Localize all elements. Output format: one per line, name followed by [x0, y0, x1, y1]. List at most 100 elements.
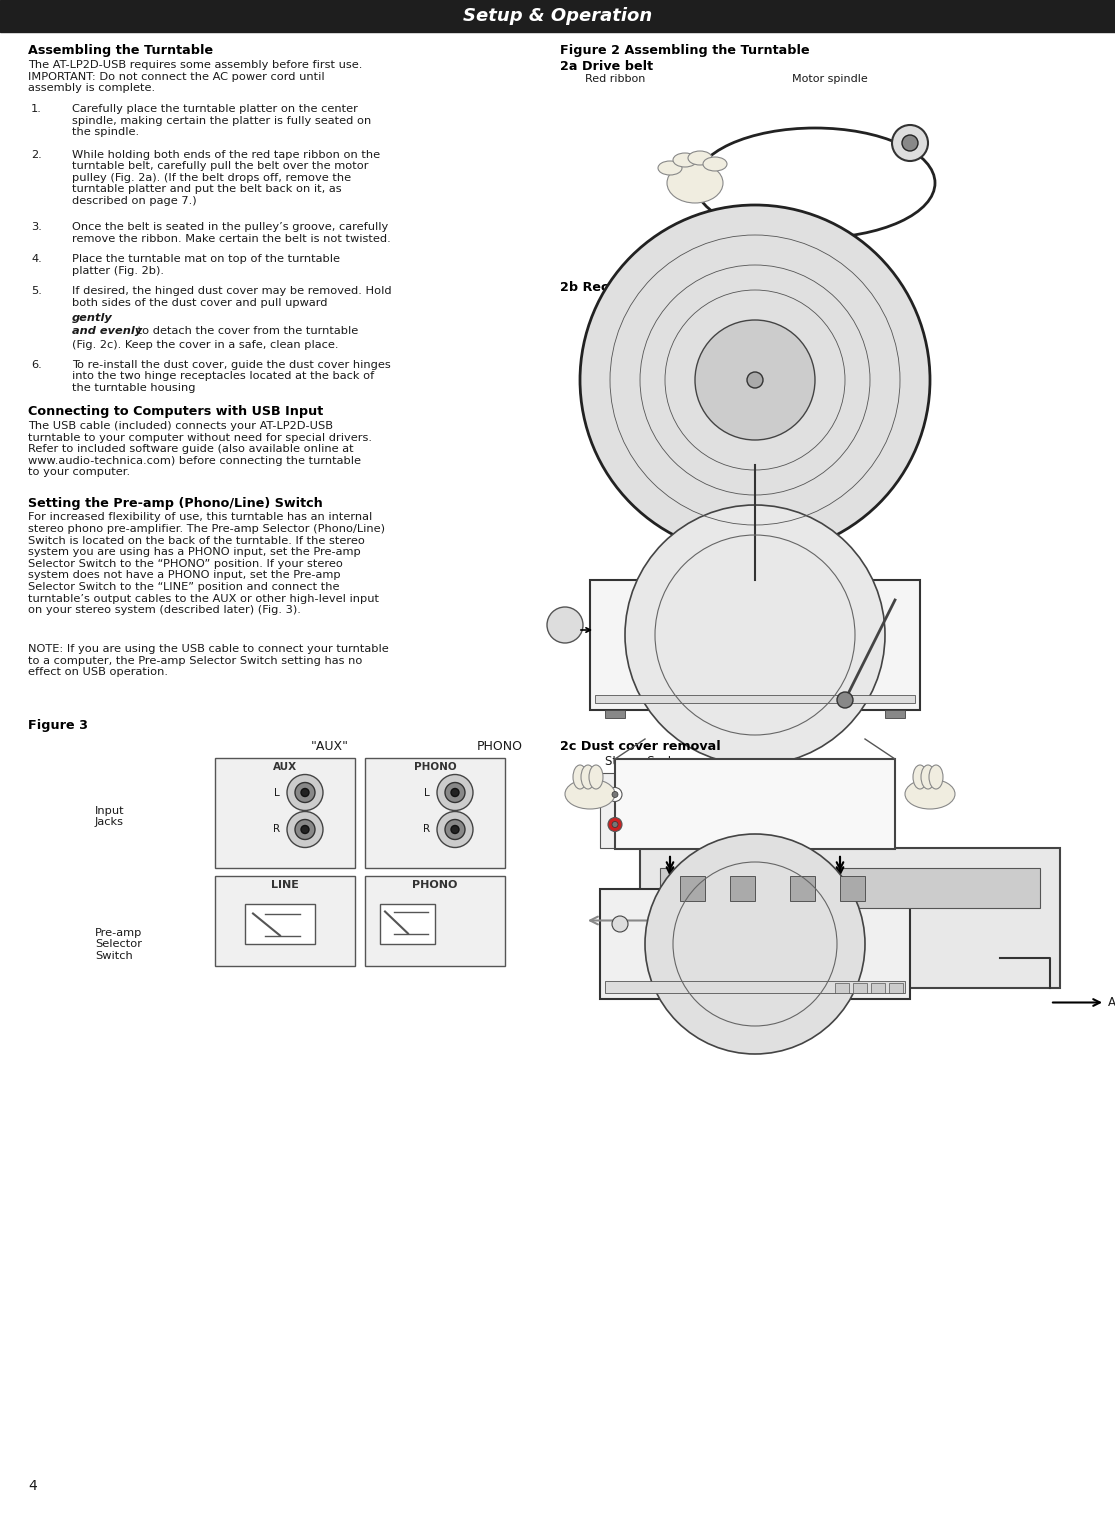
Ellipse shape	[589, 765, 603, 789]
Circle shape	[892, 125, 928, 161]
Text: "AUX": "AUX"	[311, 739, 349, 753]
Ellipse shape	[929, 765, 943, 789]
Text: Red: Red	[626, 820, 644, 829]
Bar	[640, 847, 1060, 987]
Text: 2b Record mat: 2b Record mat	[560, 281, 666, 294]
Bar	[600, 888, 910, 999]
Text: LINE: LINE	[271, 881, 299, 890]
Ellipse shape	[565, 779, 615, 809]
Text: L: L	[424, 788, 430, 797]
Text: If desired, the hinged dust cover may be removed. Hold
both sides of the dust co: If desired, the hinged dust cover may be…	[72, 286, 391, 307]
Text: Input
Jacks: Input Jacks	[95, 806, 125, 827]
Ellipse shape	[905, 779, 956, 809]
Text: Motor spindle: Motor spindle	[792, 75, 867, 84]
Text: Once the belt is seated in the pulley’s groove, carefully
remove the ribbon. Mak: Once the belt is seated in the pulley’s …	[72, 222, 390, 243]
Text: L: L	[274, 788, 280, 797]
Ellipse shape	[673, 154, 697, 167]
Circle shape	[902, 135, 918, 151]
Text: While holding both ends of the red tape ribbon on the
turntable belt, carefully : While holding both ends of the red tape …	[72, 149, 380, 205]
Ellipse shape	[658, 161, 682, 175]
Text: To re-install the dust cover, guide the dust cover hinges
into the two hinge rec: To re-install the dust cover, guide the …	[72, 359, 390, 392]
Bar	[245, 903, 316, 943]
Bar	[365, 876, 505, 966]
Ellipse shape	[667, 163, 723, 202]
Bar	[660, 867, 1040, 908]
Circle shape	[295, 782, 316, 803]
Ellipse shape	[695, 319, 815, 440]
Circle shape	[445, 820, 465, 840]
Circle shape	[547, 607, 583, 643]
Bar	[365, 757, 505, 867]
Text: AC: AC	[1108, 996, 1115, 1008]
Bar	[885, 710, 905, 718]
Circle shape	[437, 812, 473, 847]
Bar	[853, 983, 867, 993]
Bar	[871, 983, 885, 993]
Ellipse shape	[921, 765, 935, 789]
Circle shape	[287, 812, 323, 847]
Text: 5.: 5.	[31, 286, 42, 297]
Text: Pre-amp
Selector
Switch: Pre-amp Selector Switch	[95, 928, 143, 961]
Circle shape	[612, 821, 618, 827]
Text: AUX: AUX	[273, 762, 297, 773]
Text: PHONO: PHONO	[414, 762, 456, 773]
Ellipse shape	[702, 157, 727, 170]
Bar	[889, 983, 903, 993]
Circle shape	[301, 826, 309, 834]
Circle shape	[437, 774, 473, 811]
Text: 4: 4	[28, 1478, 37, 1494]
Circle shape	[612, 791, 618, 797]
Text: gently: gently	[72, 313, 113, 322]
Bar	[600, 773, 650, 847]
Text: PHONO: PHONO	[413, 881, 457, 890]
Text: and evenly: and evenly	[72, 327, 142, 336]
Text: 6.: 6.	[31, 359, 41, 370]
Bar	[590, 580, 920, 710]
Text: Connecting to Computers with USB Input: Connecting to Computers with USB Input	[28, 405, 323, 418]
Text: Assembling the Turntable: Assembling the Turntable	[28, 44, 213, 56]
Bar	[840, 876, 865, 900]
Text: R: R	[423, 824, 430, 835]
Ellipse shape	[581, 765, 595, 789]
Bar	[380, 903, 435, 943]
Text: (Fig. 2c). Keep the cover in a safe, clean place.: (Fig. 2c). Keep the cover in a safe, cle…	[72, 341, 339, 350]
Ellipse shape	[688, 151, 712, 164]
Bar	[215, 876, 355, 966]
Text: The USB cable (included) connects your AT-LP2D-USB
turntable to your computer wi: The USB cable (included) connects your A…	[28, 421, 372, 478]
Text: to detach the cover from the turntable: to detach the cover from the turntable	[134, 327, 358, 336]
Bar	[835, 983, 849, 993]
Text: Stereo System: Stereo System	[605, 754, 691, 768]
Circle shape	[747, 373, 763, 388]
Bar	[0, 0, 1115, 32]
Text: Figure 2 Assembling the Turntable: Figure 2 Assembling the Turntable	[560, 44, 809, 56]
Text: NOTE: If you are using the USB cable to connect your turntable
to a computer, th: NOTE: If you are using the USB cable to …	[28, 643, 389, 677]
Circle shape	[608, 788, 622, 802]
Circle shape	[612, 916, 628, 932]
Text: Carefully place the turntable platter on the center
spindle, making certain the : Carefully place the turntable platter on…	[72, 103, 371, 137]
Circle shape	[301, 788, 309, 797]
Bar	[215, 757, 355, 867]
Text: 1.: 1.	[31, 103, 42, 114]
Circle shape	[608, 817, 622, 832]
Bar	[595, 695, 915, 703]
Bar	[680, 876, 705, 900]
Ellipse shape	[913, 765, 927, 789]
Bar	[615, 759, 895, 849]
Text: 3.: 3.	[31, 222, 42, 233]
Text: Place the turntable mat on top of the turntable
platter (Fig. 2b).: Place the turntable mat on top of the tu…	[72, 254, 340, 275]
Bar	[605, 981, 905, 993]
Text: 4.: 4.	[31, 254, 41, 265]
Circle shape	[450, 788, 459, 797]
Bar	[791, 876, 815, 900]
Circle shape	[837, 692, 853, 707]
Bar	[730, 876, 755, 900]
Ellipse shape	[580, 205, 930, 555]
Text: 2c Dust cover removal: 2c Dust cover removal	[560, 741, 720, 753]
Ellipse shape	[573, 765, 586, 789]
Circle shape	[445, 782, 465, 803]
Bar	[605, 710, 626, 718]
Ellipse shape	[626, 505, 885, 765]
Text: AC: AC	[788, 802, 804, 814]
Text: Setup & Operation: Setup & Operation	[463, 8, 652, 24]
Text: For increased flexibility of use, this turntable has an internal
stereo phono pr: For increased flexibility of use, this t…	[28, 513, 385, 616]
